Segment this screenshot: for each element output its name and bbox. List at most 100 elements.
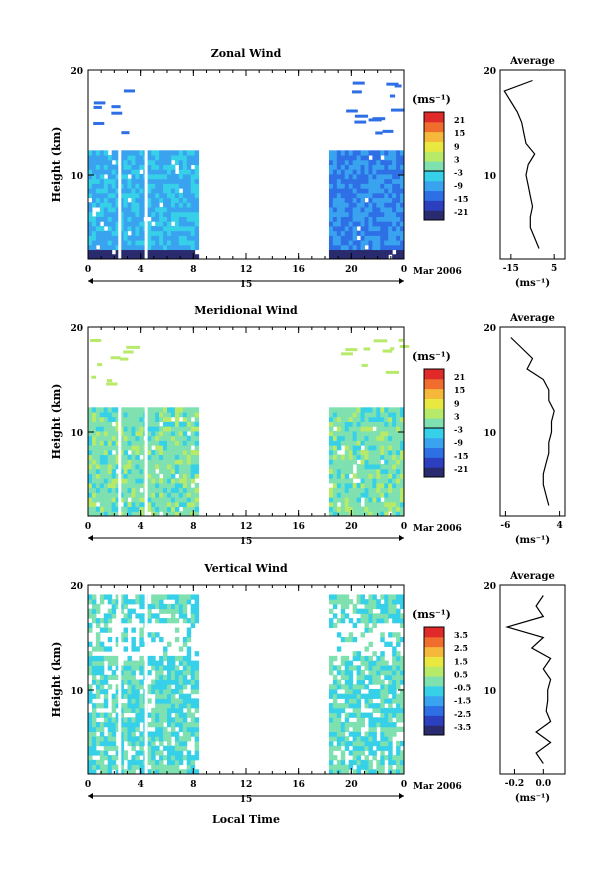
heatmap-cell — [99, 445, 105, 451]
heatmap-cell — [368, 197, 373, 203]
heatmap-cell — [194, 192, 200, 199]
heatmap-cell — [332, 594, 338, 600]
heatmap-cell — [328, 594, 334, 600]
heatmap-cell — [376, 235, 381, 241]
average-frame — [499, 69, 566, 260]
heatmap-cell — [376, 478, 381, 484]
heatmap-cell — [163, 173, 168, 180]
colorbar-segment — [424, 151, 444, 162]
colorbar-tick-label: -9 — [454, 181, 463, 191]
heatmap-cell — [127, 407, 132, 413]
heatmap-cell — [155, 487, 160, 493]
heatmap-cell — [360, 249, 365, 255]
heatmap-cell — [396, 599, 401, 605]
heatmap-cell — [380, 478, 385, 484]
heatmap-cell — [91, 736, 97, 742]
heatmap-cell — [159, 693, 164, 699]
heatmap-cell — [386, 82, 399, 86]
heatmap-cell — [384, 726, 389, 732]
heatmap-cell — [88, 698, 93, 704]
heatmap-cell — [167, 164, 172, 170]
heatmap-cell — [107, 416, 113, 422]
heatmap-cell — [194, 608, 200, 614]
heatmap-cell — [186, 660, 192, 666]
heatmap-cell — [139, 416, 144, 422]
heatmap-cell — [354, 114, 369, 118]
heatmap-cell — [376, 430, 381, 437]
heatmap-cell — [99, 703, 105, 709]
heatmap-cell — [360, 717, 365, 723]
heatmap-cell — [107, 665, 113, 671]
heatmap-cell — [119, 440, 125, 446]
average-y-tick-label: 10 — [483, 429, 496, 439]
average-profile-line — [505, 595, 552, 764]
heatmap-cell — [159, 750, 164, 756]
heatmap-cell — [119, 482, 125, 489]
heatmap-cell — [336, 736, 342, 742]
heatmap-cell — [163, 249, 168, 255]
heatmap-cell — [392, 468, 397, 474]
heatmap-cell — [384, 740, 389, 747]
heatmap-cell — [139, 240, 144, 246]
heatmap-cell — [151, 603, 156, 610]
heatmap-cell — [103, 740, 109, 747]
heatmap-cell — [340, 225, 346, 232]
heatmap-cell — [163, 468, 168, 474]
heatmap-cell — [115, 487, 121, 493]
heatmap-cell — [88, 221, 93, 227]
heatmap-cell — [352, 211, 358, 217]
heatmap-cell — [135, 449, 140, 456]
heatmap-cell — [88, 693, 93, 699]
heatmap-cell — [360, 478, 365, 484]
heatmap-cell — [111, 178, 117, 184]
colorbar-segment — [424, 170, 444, 182]
heatmap-cell — [99, 464, 105, 470]
heatmap-cell — [167, 430, 172, 437]
panel-title: Zonal Wind — [211, 47, 282, 60]
heatmap-cell — [159, 430, 164, 437]
heatmap-cell — [127, 244, 132, 251]
heatmap-cell — [400, 717, 405, 723]
heatmap-cell — [151, 755, 156, 761]
heatmap-cell — [396, 608, 401, 614]
heatmap-cell — [119, 731, 125, 737]
heatmap-cell — [328, 688, 334, 695]
heatmap-cell — [167, 235, 172, 241]
heatmap-cell — [380, 632, 385, 638]
heatmap-cell — [376, 745, 381, 751]
heatmap-cell — [182, 249, 188, 255]
heatmap-cell — [99, 421, 105, 427]
heatmap-cell — [151, 178, 156, 184]
heatmap-cell — [159, 655, 164, 662]
heatmap-cell — [123, 755, 128, 761]
heatmap-cell — [348, 688, 354, 695]
heatmap-cell — [167, 173, 172, 180]
heatmap-cell — [107, 221, 113, 227]
heatmap-cell — [163, 169, 168, 175]
heatmap-cell — [364, 207, 369, 213]
heatmap-cell — [123, 202, 128, 208]
heatmap-cell — [119, 426, 125, 432]
heatmap-cell — [182, 655, 188, 662]
heatmap-cell — [190, 712, 196, 718]
heatmap-cell — [135, 755, 140, 761]
heatmap-cell — [186, 240, 192, 246]
heatmap-cell — [115, 435, 121, 441]
heatmap-cell — [352, 511, 358, 517]
average-title: Average — [509, 571, 555, 582]
heatmap-cell — [107, 646, 113, 652]
heatmap-cell — [348, 679, 354, 685]
heatmap-cell — [127, 736, 132, 742]
heatmap-cell — [400, 670, 405, 676]
average-y-tick-label: 10 — [483, 687, 496, 697]
heatmap-cell — [344, 449, 350, 456]
heatmap-cell — [332, 211, 338, 217]
heatmap-cell — [392, 435, 397, 441]
heatmap-cell — [388, 759, 393, 766]
heatmap-cell — [127, 459, 132, 465]
heatmap-cell — [384, 155, 389, 161]
heatmap-cell — [123, 459, 128, 465]
heatmap-cell — [123, 159, 128, 165]
heatmap-cell — [103, 755, 109, 761]
heatmap-cell — [131, 225, 136, 232]
